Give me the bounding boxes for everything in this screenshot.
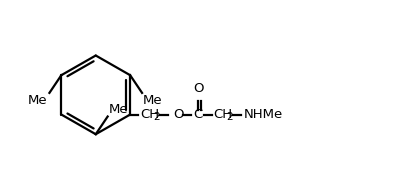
Text: 2: 2 [227,112,233,122]
Text: C: C [194,108,203,121]
Text: CH: CH [213,108,233,121]
Text: O: O [173,108,183,121]
Text: NHMe: NHMe [243,108,283,121]
Text: Me: Me [143,94,163,107]
Text: 2: 2 [153,112,160,122]
Text: CH: CH [140,108,159,121]
Text: Me: Me [28,94,47,107]
Text: O: O [193,82,204,95]
Text: Me: Me [109,103,128,116]
